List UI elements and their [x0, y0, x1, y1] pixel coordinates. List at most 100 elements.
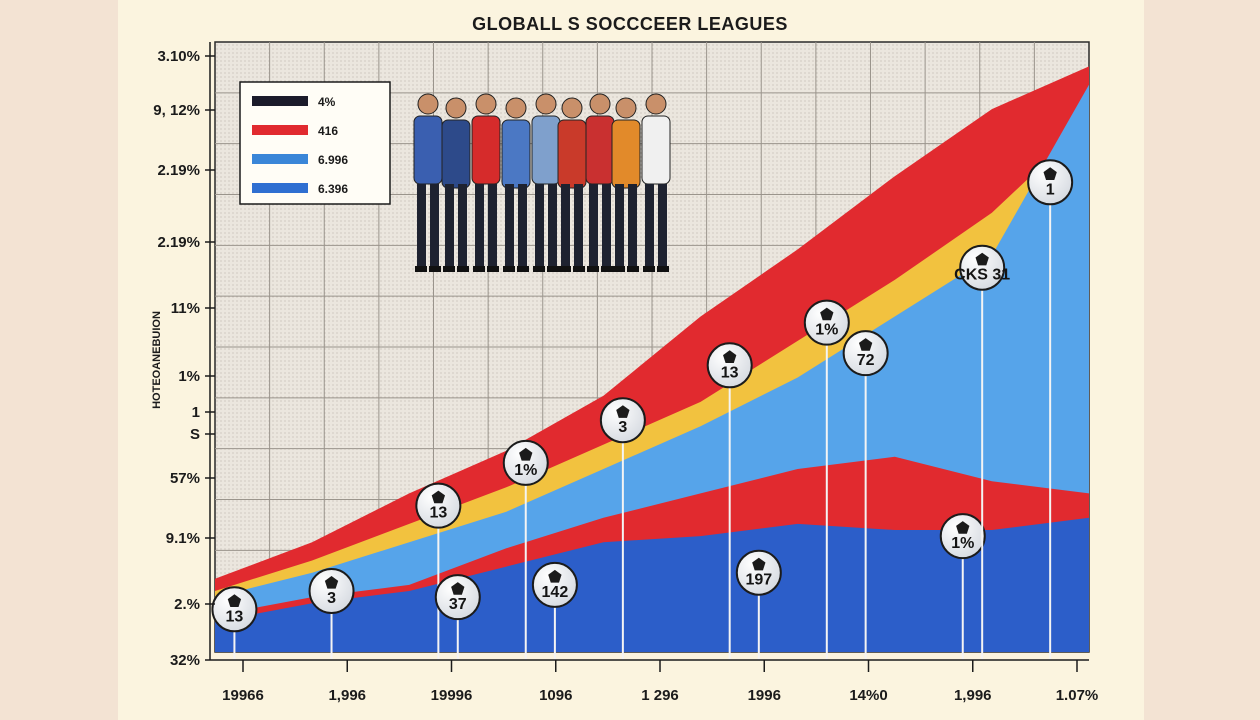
ball-patch	[752, 557, 766, 571]
ball-marker: 1%	[803, 299, 850, 660]
ball-patch	[548, 569, 562, 583]
ball-marker: 3	[308, 568, 355, 660]
ball-patch	[451, 582, 465, 595]
legend-label: 6.996	[318, 153, 348, 167]
soccer-ball-icon	[706, 342, 753, 389]
ball-marker: 72	[842, 330, 889, 660]
marker-label: 13	[226, 608, 244, 625]
soccer-ball-icon	[211, 586, 258, 633]
y-tick-label: 9, 12%	[153, 102, 200, 119]
x-tick-label: 14%0	[849, 687, 887, 704]
player-figure	[611, 97, 641, 272]
ball-patch	[723, 350, 737, 363]
legend-label: 6.396	[318, 182, 348, 196]
soccer-ball-icon	[735, 549, 782, 596]
ball-patch	[956, 521, 970, 534]
ball-patch	[858, 338, 873, 351]
y-tick-label: 57%	[170, 470, 200, 487]
legend-swatch	[252, 125, 308, 135]
y-tick-label: 1%	[178, 368, 200, 385]
ball-patch	[519, 447, 533, 461]
marker-label: 1%	[815, 322, 838, 339]
soccer-ball-icon	[434, 574, 481, 621]
marker-label: 3	[327, 590, 336, 607]
soccer-ball-icon	[842, 330, 889, 377]
ball-marker: 1%	[502, 439, 549, 660]
ball-patch	[1043, 167, 1057, 180]
soccer-ball-icon	[531, 561, 578, 608]
y-tick-label: 2.%	[174, 596, 200, 613]
player-figure	[585, 93, 615, 272]
soccer-ball-icon	[502, 439, 549, 486]
marker-label: 1%	[951, 535, 974, 552]
area-series-4	[215, 517, 1089, 652]
chart-title: GLOBALL S SOCCCEER LEAGUES	[472, 14, 788, 34]
marker-label: 13	[721, 364, 739, 381]
legend-label: 4%	[318, 95, 336, 109]
legend-swatch	[252, 183, 308, 193]
legend-swatch	[252, 96, 308, 106]
x-tick-label: 1 296	[641, 687, 679, 704]
marker-label: 1%	[514, 462, 537, 479]
ball-marker: 142	[531, 561, 578, 660]
ball-marker: 197	[735, 549, 782, 660]
marker-label: 1	[1046, 181, 1055, 198]
soccer-ball-icon	[939, 513, 986, 560]
ball-markers: 13 3 13 37 1% 142 3 13 1% 72 1% CKS 31 197 1	[211, 159, 1074, 660]
marker-label: 197	[745, 572, 772, 589]
x-tick-label: 1996	[748, 687, 781, 704]
player-figure	[501, 97, 531, 272]
y-tick-label: 3.10%	[157, 48, 200, 65]
y-tick-label: 1	[192, 404, 200, 421]
y-tick-label: 2.19%	[157, 162, 200, 179]
marker-label: CKS 31	[954, 267, 1010, 284]
ball-patch	[616, 405, 630, 418]
y-axis-label: HOTEOANEBUION	[151, 311, 163, 409]
soccer-ball-icon	[1027, 159, 1074, 206]
player-figure	[441, 97, 471, 272]
x-tick-label: 1,996	[328, 687, 366, 704]
x-tick-label: 19996	[431, 687, 473, 704]
y-tick-label: 32%	[170, 652, 200, 669]
y-tick-label: 11%	[171, 300, 200, 317]
player-figure	[531, 93, 561, 272]
player-figure	[557, 97, 587, 272]
y-tick-label: 2.19%	[157, 234, 200, 251]
x-tick-label: 1,996	[954, 687, 992, 704]
ball-marker: 1	[1027, 159, 1074, 660]
soccer-ball-icon	[803, 299, 850, 346]
legend: 4% 416 6.996 6.396	[239, 81, 391, 205]
ball-marker: 1%	[939, 513, 986, 660]
ball-marker: 3	[599, 397, 646, 660]
ball-patch	[431, 490, 446, 504]
x-tick-label: 19966	[222, 687, 264, 704]
soccer-ball-icon	[959, 244, 1006, 291]
ball-marker: CKS 31	[954, 244, 1010, 660]
soccer-ball-icon	[308, 568, 355, 614]
ball-patch	[975, 252, 989, 266]
y-tick-label: 9.1%	[166, 530, 200, 547]
soccer-ball-icon	[415, 482, 462, 529]
marker-label: 3	[618, 419, 627, 436]
ball-marker: 13	[415, 482, 462, 660]
axes: 3.10%9, 12%2.19%2.19%11%1%1S57%9.1%2.%32…	[151, 42, 1098, 704]
y-tick-label: S	[190, 426, 200, 443]
x-tick-label: 1096	[539, 687, 572, 704]
ball-patch	[324, 576, 339, 589]
player-figure	[471, 93, 501, 272]
marker-label: 37	[449, 596, 467, 613]
ball-marker: 13	[211, 586, 258, 660]
x-tick-label: 1.07%	[1056, 687, 1099, 704]
legend-label: 416	[318, 124, 338, 138]
player-figure	[641, 93, 671, 272]
legend-swatch	[252, 154, 308, 164]
soccer-ball-icon	[599, 397, 646, 444]
marker-label: 72	[857, 352, 875, 369]
marker-label: 13	[429, 505, 447, 522]
ball-patch	[227, 594, 242, 607]
ball-patch	[820, 307, 834, 321]
ball-marker: 13	[706, 342, 753, 660]
player-illustration	[413, 93, 671, 272]
